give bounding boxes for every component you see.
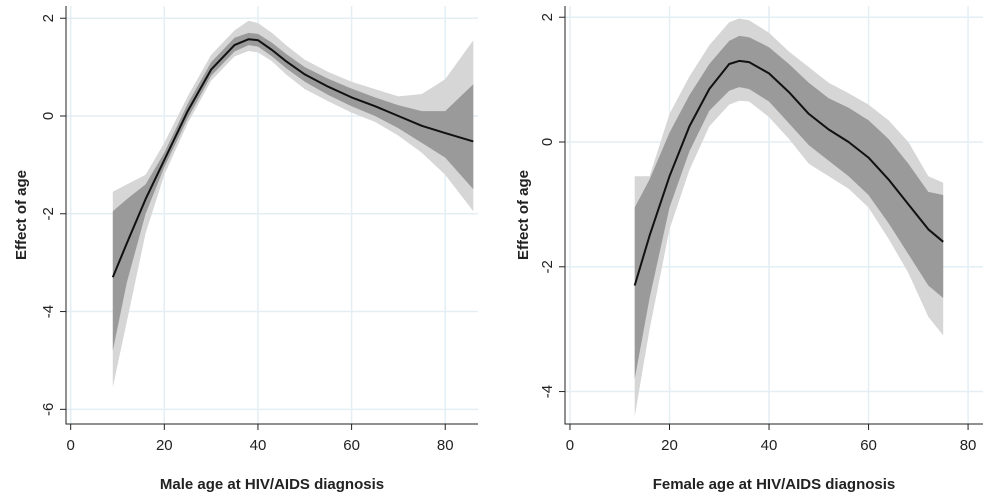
y-tick-label: -6: [40, 403, 57, 416]
x-tick-label: 80: [960, 437, 977, 454]
y-tick-label: 2: [40, 14, 57, 22]
y-tick-label: -2: [539, 260, 556, 273]
x-axis-title: Male age at HIV/AIDS diagnosis: [160, 476, 384, 493]
x-tick-label: 60: [860, 437, 877, 454]
x-tick-label: 20: [661, 437, 678, 454]
outer-confidence-band: [112, 20, 474, 388]
x-tick-label: 80: [437, 437, 454, 454]
outer-confidence-band: [634, 18, 944, 417]
y-axis-title: Effect of age: [13, 170, 30, 260]
y-tick-label: -4: [539, 385, 556, 398]
y-tick-label: 0: [40, 112, 57, 120]
x-tick-label: 0: [67, 437, 75, 454]
x-tick-label: 0: [566, 437, 574, 454]
inner-confidence-band: [112, 32, 474, 351]
estimate-line: [633, 59, 944, 286]
x-axis-title: Female age at HIV/AIDS diagnosis: [653, 476, 896, 493]
y-tick-label: 0: [539, 138, 556, 146]
y-axis-title: Effect of age: [515, 170, 532, 260]
x-tick-label: 60: [343, 437, 360, 454]
y-tick-label: -4: [40, 305, 57, 318]
x-tick-label: 40: [250, 437, 267, 454]
inner-confidence-band: [634, 35, 944, 380]
y-tick-label: 2: [539, 13, 556, 21]
x-tick-label: 20: [156, 437, 173, 454]
x-tick-label: 40: [761, 437, 778, 454]
y-tick-label: -2: [40, 207, 57, 220]
estimate-line: [111, 38, 474, 278]
